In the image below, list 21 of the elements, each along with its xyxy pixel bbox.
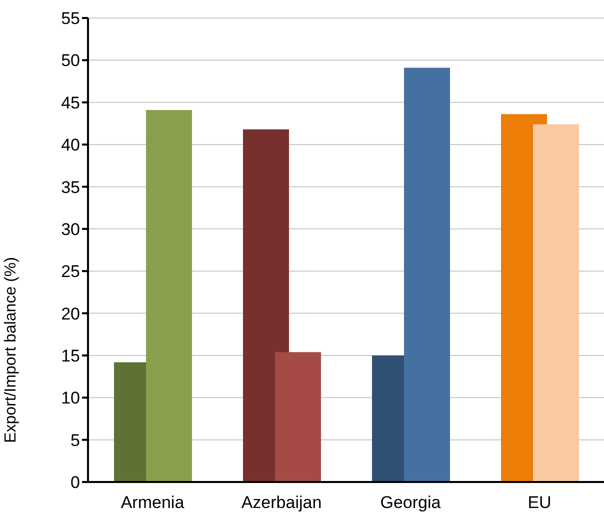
y-tick-label: 25	[61, 262, 80, 282]
y-tick-label: 50	[61, 51, 80, 70]
y-axis-title: Export/Import balance (%)	[2, 257, 20, 443]
y-tick-label: 35	[61, 178, 80, 197]
bar	[404, 68, 450, 482]
y-tick-label: 20	[61, 304, 80, 324]
bar	[533, 124, 579, 482]
y-tick-label: 0	[70, 473, 80, 492]
x-tick-label: Georgia	[380, 493, 442, 512]
bar	[146, 110, 192, 482]
y-tick-label: 5	[70, 430, 80, 450]
y-tick-label: 45	[61, 93, 80, 112]
bar	[275, 352, 321, 482]
x-tick-label: Armenia	[120, 493, 185, 512]
y-tick-label: 15	[61, 346, 80, 366]
y-tick-label: 30	[61, 220, 80, 239]
x-tick-label: Azerbaijan	[241, 493, 322, 512]
y-tick-label: 10	[61, 388, 80, 408]
x-tick-label: EU	[528, 493, 552, 512]
y-tick-label: 40	[61, 136, 80, 155]
y-tick-label: 55	[61, 9, 80, 28]
